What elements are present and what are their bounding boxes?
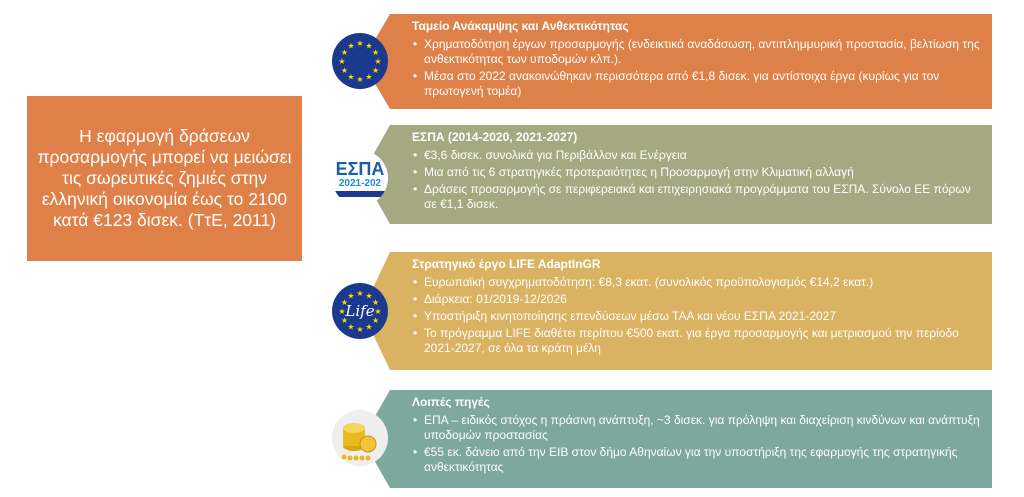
panel-recovery-fund: Ταμείο Ανάκαμψης και Ανθεκτικότητας Χρημ… — [362, 14, 992, 109]
star-icon: ★ — [347, 323, 354, 332]
panel-espa: ΕΣΠΑ (2014-2020, 2021-2027) €3,6 δισεκ. … — [362, 125, 992, 224]
star-icon: ★ — [356, 75, 363, 84]
star-icon: ★ — [372, 298, 379, 307]
panel-title: Λοιπές πηγές — [412, 395, 490, 409]
summary-text: Η εφαρμογή δράσεων προσαρμογής μπορεί να… — [37, 126, 292, 230]
bullet: Υποστήριξη κινητοποίησης επενδύσεων μέσω… — [412, 309, 982, 324]
panel-title: ΕΣΠΑ (2014-2020, 2021-2027) — [412, 130, 578, 144]
star-icon: ★ — [372, 66, 379, 75]
star-icon: ★ — [365, 41, 372, 50]
bullet: Δράσεις προσαρμογής σε περιφερειακά και … — [412, 182, 982, 212]
life-logo-icon: ★ ★ ★ ★ ★ ★ ★ ★ ★ ★ ★ ★ Life — [332, 283, 388, 339]
star-icon: ★ — [341, 298, 348, 307]
bullet: €55 εκ. δάνειο από την ΕΙΒ στον δήμο Αθη… — [412, 445, 982, 475]
bullet: Διάρκεια: 01/2019-12/2026 — [412, 292, 982, 307]
panel-life: Στρατηγικό έργο LIFE AdaptInGR Ευρωπαϊκή… — [362, 252, 992, 370]
bullet: Χρηματοδότηση έργων προσαρμογής (ενδεικτ… — [412, 37, 982, 67]
gold-coins-icon — [332, 410, 388, 466]
espa-logo-text: ΕΣΠΑ — [335, 158, 385, 179]
eu-flag-icon: ★ ★ ★ ★ ★ ★ ★ ★ ★ ★ ★ ★ — [332, 33, 388, 89]
star-icon: ★ — [374, 307, 381, 316]
star-icon: ★ — [338, 307, 345, 316]
life-logo-text: Life — [345, 302, 375, 320]
star-icon: ★ — [338, 57, 345, 66]
star-icon: ★ — [365, 291, 372, 300]
bullet: Το πρόγραμμα LIFE διαθέτει περίπου €500 … — [412, 326, 982, 356]
bullet: Μια από τις 6 στρατηγικές προτεραιότητες… — [412, 165, 982, 180]
panel-title: Ταμείο Ανάκαμψης και Ανθεκτικότητας — [412, 19, 629, 33]
panel-other-sources: Λοιπές πηγές ΕΠΑ – ειδικός στόχος η πράσ… — [362, 390, 992, 488]
star-icon: ★ — [356, 289, 363, 298]
bullet: Ευρωπαϊκή συγχρηματοδότηση: €8,3 εκατ. (… — [412, 275, 982, 290]
summary-box: Η εφαρμογή δράσεων προσαρμογής μπορεί να… — [27, 96, 302, 261]
star-icon: ★ — [372, 316, 379, 325]
espa-logo-band — [332, 190, 388, 197]
bullet: €3,6 δισεκ. συνολικά για Περιβάλλον και … — [412, 148, 982, 163]
star-icon: ★ — [341, 66, 348, 75]
star-icon: ★ — [347, 41, 354, 50]
star-icon: ★ — [347, 73, 354, 82]
star-icon: ★ — [372, 48, 379, 57]
star-icon: ★ — [365, 73, 372, 82]
star-icon: ★ — [356, 39, 363, 48]
star-icon: ★ — [347, 291, 354, 300]
star-icon: ★ — [374, 57, 381, 66]
espa-logo-icon: ΕΣΠΑ 2021-202 — [332, 150, 388, 206]
star-icon: ★ — [356, 325, 363, 334]
star-icon: ★ — [341, 316, 348, 325]
star-icon: ★ — [365, 323, 372, 332]
panel-title: Στρατηγικό έργο LIFE AdaptInGR — [412, 257, 601, 271]
espa-logo-years: 2021-202 — [338, 177, 382, 189]
bullet: ΕΠΑ – ειδικός στόχος η πράσινη ανάπτυξη,… — [412, 413, 982, 443]
bullet: Μέσα στο 2022 ανακοινώθηκαν περισσότερα … — [412, 69, 982, 99]
star-icon: ★ — [341, 48, 348, 57]
